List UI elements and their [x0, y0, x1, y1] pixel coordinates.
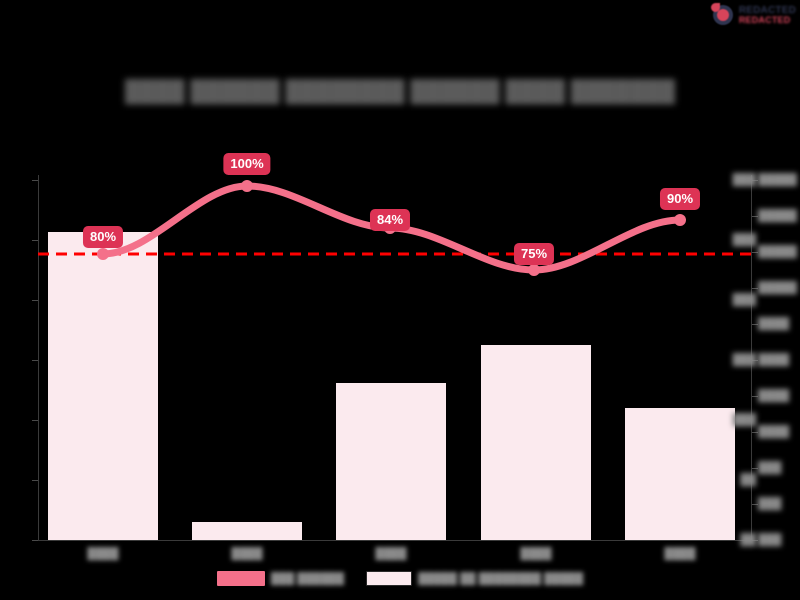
left-axis-tick-label: ██ — [740, 534, 756, 546]
left-tick — [32, 480, 38, 481]
legend-swatch-line — [216, 571, 265, 586]
left-axis-tick-label: ███ — [732, 294, 756, 306]
x-axis-tick-label: ████ — [375, 548, 407, 560]
x-axis — [38, 540, 752, 541]
data-label: 80% — [82, 226, 124, 248]
data-label: 84% — [369, 209, 411, 231]
legend-swatch-bar — [366, 571, 413, 586]
right-axis-tick-label: ████ — [758, 354, 790, 366]
right-axis-tick-label: ███ — [758, 462, 782, 474]
left-tick — [32, 540, 38, 541]
right-axis — [751, 175, 752, 540]
right-tick — [752, 180, 758, 181]
logo-text-line2: REDACTED — [738, 14, 791, 25]
right-tick — [752, 216, 758, 217]
left-axis-tick-label: ███ — [732, 174, 756, 186]
left-tick — [32, 180, 38, 181]
data-label: 90% — [659, 188, 701, 210]
right-axis-tick-label: █████ — [758, 210, 797, 222]
right-tick — [752, 432, 758, 433]
flower-circle-logo-icon — [710, 2, 736, 28]
x-axis-tick-label: ████ — [520, 548, 552, 560]
bar-column[interactable] — [481, 345, 591, 540]
left-tick — [32, 420, 38, 421]
right-tick — [752, 396, 758, 397]
right-tick — [752, 324, 758, 325]
right-axis-tick-label: ████ — [758, 390, 790, 402]
right-tick — [752, 504, 758, 505]
left-axis-tick-label: ███ — [732, 414, 756, 426]
bar-column[interactable] — [192, 522, 302, 540]
right-axis-tick-label: ████ — [758, 318, 790, 330]
brand-logo: REDACTED REDACTED — [710, 2, 796, 28]
right-tick — [752, 252, 758, 253]
data-label: 75% — [513, 243, 555, 265]
plot-area — [32, 175, 758, 541]
legend-label: ███ ██████ — [270, 572, 345, 585]
x-axis-tick-label: ████ — [231, 548, 263, 560]
right-tick — [752, 288, 758, 289]
left-tick — [32, 240, 38, 241]
x-axis-tick-label: ████ — [664, 548, 696, 560]
right-axis-tick-label: ███ — [758, 534, 782, 546]
right-axis-tick-label: █████ — [758, 174, 797, 186]
left-axis-tick-label: ███ — [732, 234, 756, 246]
right-axis-tick-label: █████ — [758, 246, 797, 258]
right-tick — [752, 468, 758, 469]
legend-label: █████ ██ ████████ █████ — [418, 572, 584, 585]
left-axis-tick-label: ███ — [732, 354, 756, 366]
bar-column[interactable] — [336, 383, 446, 540]
left-tick — [32, 360, 38, 361]
right-axis-tick-label: █████ — [758, 282, 797, 294]
right-tick — [752, 540, 758, 541]
chart-title: ████ ██████ ████████ ██████ ████ ███████ — [125, 80, 675, 103]
bar-column[interactable] — [48, 232, 158, 540]
right-axis-tick-label: ███ — [758, 498, 782, 510]
x-axis-tick-label: ████ — [87, 548, 119, 560]
bar-column[interactable] — [625, 408, 735, 540]
logo-text-line1: REDACTED — [738, 4, 796, 16]
left-tick — [32, 300, 38, 301]
legend-item-line-series[interactable]: ███ ██████ — [216, 571, 345, 586]
data-label: 100% — [223, 153, 271, 175]
right-axis-tick-label: ████ — [758, 426, 790, 438]
right-tick — [752, 360, 758, 361]
left-axis-tick-label: ██ — [740, 474, 756, 486]
chart-legend: ███ ██████ █████ ██ ████████ █████ — [0, 571, 800, 586]
legend-item-bar-series[interactable]: █████ ██ ████████ █████ — [366, 571, 583, 586]
left-axis — [38, 175, 39, 540]
